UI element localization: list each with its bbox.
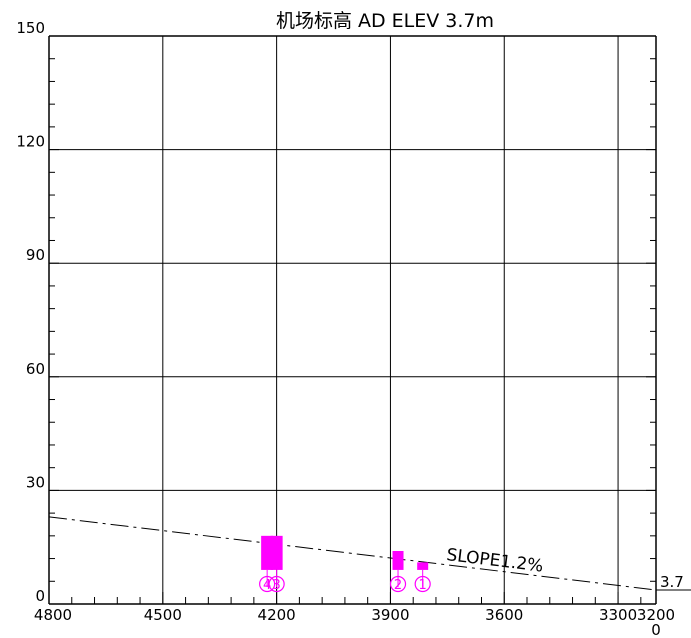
y-tick-label: 60 (26, 360, 45, 378)
x-tick-label: 3900 (371, 606, 409, 624)
y-tick-label: 0 (35, 587, 45, 605)
obstacle-label: 3 (272, 578, 280, 593)
obstacle-label: 2 (394, 578, 402, 593)
obstacle-circle (389, 575, 407, 593)
slope-line (48, 516, 657, 591)
obstacle-bar (392, 550, 404, 570)
y-tick-label: 150 (16, 19, 45, 37)
slope-line-group: SLOPE1.2% (48, 516, 657, 591)
x-tick-label: 3200 (637, 606, 675, 624)
x-tick-label: 4500 (144, 606, 182, 624)
elevation-marker-label: 3.7 (660, 573, 684, 591)
obstacle-label: 1 (419, 578, 427, 593)
x-origin-label: 0 (651, 621, 661, 638)
obstacle-bar (417, 562, 429, 570)
y-tick-label: 30 (26, 473, 45, 491)
obstacle-label: 4 (263, 578, 271, 593)
y-tick-label: 90 (26, 246, 45, 264)
x-tick-label: 4800 (34, 606, 72, 624)
slope-label: SLOPE1.2% (445, 545, 544, 576)
obstacle-bar (261, 535, 274, 570)
x-tick-label: 3300 (599, 606, 637, 624)
grid (49, 35, 656, 604)
obstacle-circle (268, 575, 285, 593)
obstacle-circle (414, 575, 431, 593)
chart-title: 机场标高 AD ELEV 3.7m (276, 10, 494, 32)
obstacle-bar (270, 535, 283, 570)
obstacle-circle (259, 575, 276, 593)
x-tick-label: 3600 (485, 606, 523, 624)
y-tick-label: 120 (16, 133, 45, 151)
x-tick-label: 4200 (258, 606, 296, 624)
